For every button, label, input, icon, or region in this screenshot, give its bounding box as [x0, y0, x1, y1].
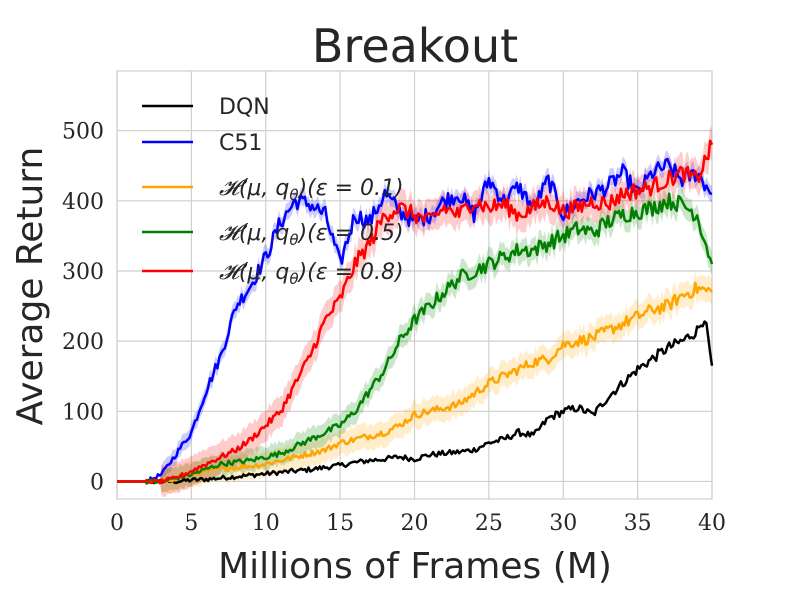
series-lines	[117, 139, 714, 485]
y-tick-label: 100	[62, 400, 104, 425]
y-axis-label: Average Return	[10, 147, 51, 426]
legend-label-0: DQN	[219, 95, 270, 120]
y-tick-label: 200	[62, 330, 104, 355]
chart-title: Breakout	[312, 19, 518, 73]
x-tick-label: 30	[549, 511, 577, 536]
y-tick-label: 300	[62, 260, 104, 285]
legend: DQN C51 𝓗(μ, qθ)(ε = 0.1) 𝓗(μ, qθ)(ε = 0.5)…	[142, 95, 404, 288]
legend-label-4: 𝓗(μ, qθ)(ε = 0.8)	[219, 260, 404, 288]
series-line-3	[117, 192, 714, 485]
x-tick-label: 10	[252, 511, 280, 536]
y-tick-label: 500	[62, 120, 104, 145]
legend-label-2: 𝓗(μ, qθ)(ε = 0.1)	[219, 176, 404, 204]
y-tick-label: 0	[90, 470, 104, 495]
x-tick-label: 25	[475, 511, 503, 536]
x-tick-label: 0	[110, 511, 124, 536]
x-tick-label: 15	[326, 511, 354, 536]
x-tick-label: 40	[698, 511, 726, 536]
series-band-2	[117, 270, 712, 494]
series-line-4	[117, 139, 714, 485]
series-line-2	[117, 281, 714, 485]
y-tick-label: 400	[62, 190, 104, 215]
x-tick-label: 5	[184, 511, 198, 536]
x-tick-label: 20	[401, 511, 429, 536]
series-line-0	[117, 320, 714, 485]
x-axis-label: Millions of Frames (M)	[218, 546, 612, 587]
legend-label-1: C51	[219, 131, 262, 156]
legend-label-3: 𝓗(μ, qθ)(ε = 0.5)	[219, 221, 404, 249]
x-tick-label: 35	[624, 511, 652, 536]
